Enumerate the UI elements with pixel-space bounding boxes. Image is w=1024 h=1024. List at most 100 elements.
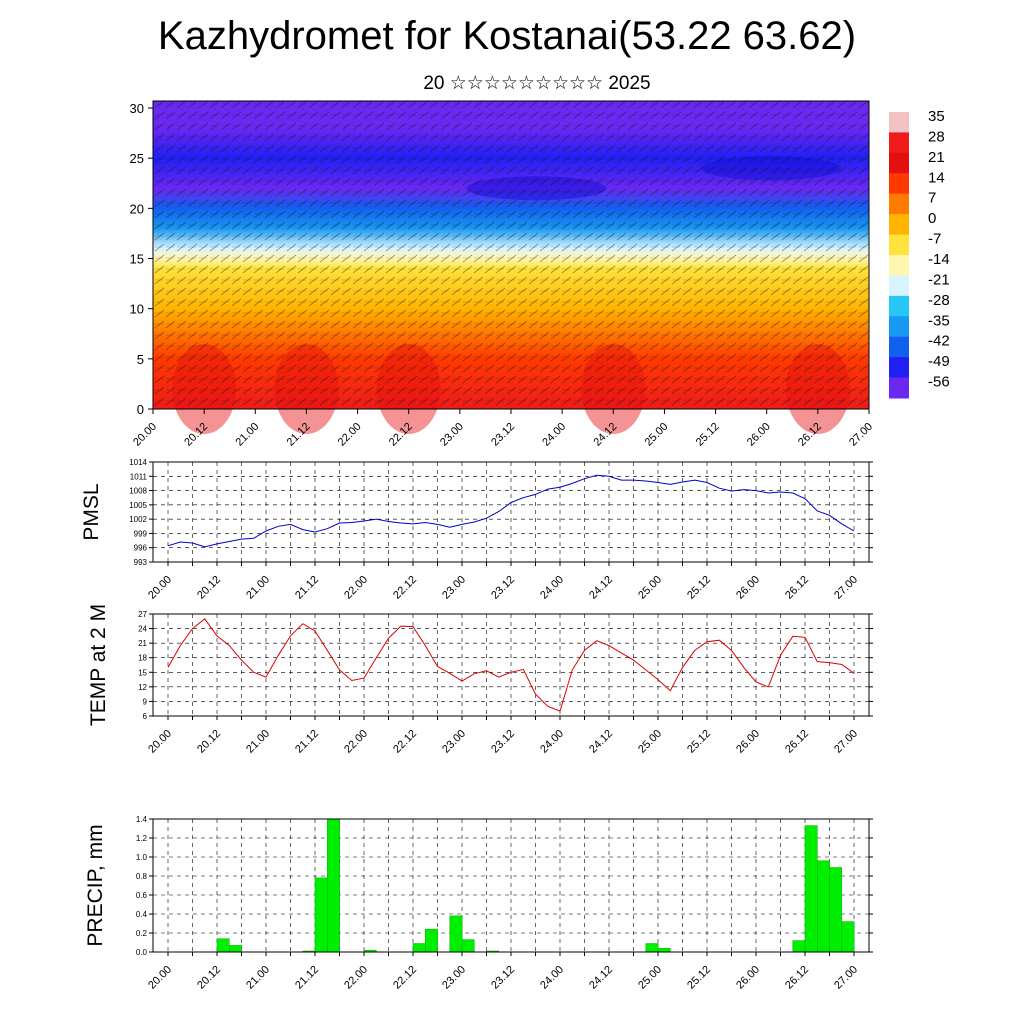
x-tick-label: 23.00: [440, 574, 468, 602]
colorbar-label: -21: [928, 271, 950, 288]
x-tick-label: 25.12: [694, 421, 722, 449]
y-tick-label: 21: [138, 639, 147, 648]
colorbar-swatch: [889, 112, 909, 133]
x-tick-label: 27.00: [832, 728, 860, 756]
x-tick-label: 23.12: [489, 964, 517, 992]
colorbar-swatch: [889, 377, 909, 399]
x-tick-label: 20.12: [195, 574, 223, 602]
x-tick-label: 24.00: [538, 728, 566, 756]
series-line: [167, 474, 855, 548]
x-tick-label: 21.12: [293, 728, 321, 756]
x-tick-label: 22.00: [342, 728, 370, 756]
y-axis-label: PRECIP, mm: [84, 824, 107, 946]
x-tick-label: 25.00: [636, 574, 664, 602]
colorbar-label: 21: [928, 149, 945, 166]
series-line: [167, 618, 855, 712]
colorbar-label: -49: [928, 353, 950, 370]
x-tick-label: 20.00: [131, 421, 159, 449]
x-tick-label: 23.12: [489, 421, 517, 449]
y-axis-label: TEMP at 2 M: [87, 604, 110, 726]
precip-bar: [412, 943, 426, 953]
y-tick-label: 0.8: [136, 872, 148, 881]
x-tick-label: 22.00: [342, 574, 370, 602]
y-tick-label: 0.0: [136, 948, 148, 957]
y-tick-label: 999: [134, 529, 148, 538]
x-tick-label: 22.12: [391, 964, 419, 992]
precip-bar: [817, 860, 830, 953]
x-tick-label: 26.00: [734, 574, 762, 602]
x-tick-label: 21.12: [293, 964, 321, 992]
plot-frame: [152, 613, 870, 717]
x-tick-label: 24.00: [538, 964, 566, 992]
colorbar-swatch: [889, 214, 909, 236]
colorbar-swatch: [889, 316, 909, 338]
x-tick-label: 22.12: [391, 574, 419, 602]
pmsl-panel: 993 996 999 1002 1005 1008 1011 1014 20.00 20.12 2…: [80, 458, 873, 602]
plot-frame: [152, 818, 870, 953]
y-tick-label: 24: [138, 625, 147, 634]
y-tick-label: 15: [130, 252, 144, 267]
x-tick-label: 22.00: [336, 421, 364, 449]
colorbar-swatch: [889, 295, 909, 317]
y-tick-label: 25: [130, 151, 144, 166]
colorbar-label: 35: [928, 108, 945, 125]
x-tick-label: 27.00: [847, 421, 875, 449]
colorbar-label: -42: [928, 333, 950, 350]
colorbar-label: -7: [928, 231, 941, 248]
colorbar-swatch: [889, 193, 909, 215]
x-tick-label: 26.12: [783, 964, 811, 992]
colorbar-swatch: [889, 132, 909, 154]
y-tick-label: 30: [130, 101, 144, 116]
y-tick-label: 0.6: [136, 891, 148, 900]
x-tick-label: 26.00: [745, 421, 773, 449]
colorbar-swatch: [889, 152, 909, 174]
x-tick-label: 20.00: [146, 964, 174, 992]
x-tick-label: 25.12: [685, 728, 713, 756]
x-tick-label: 25.12: [685, 964, 713, 992]
y-tick-label: 0.4: [136, 910, 148, 919]
precip-bar: [804, 825, 818, 953]
x-tick-label: 24.12: [587, 574, 615, 602]
x-tick-label: 21.12: [293, 574, 321, 602]
precip-bar: [645, 943, 659, 953]
precip-bar: [841, 921, 855, 953]
precip-bar: [829, 867, 843, 953]
x-tick-label: 21.00: [233, 421, 261, 449]
y-axis-label: PMSL: [80, 483, 103, 540]
colorbar-label: 0: [928, 210, 936, 227]
colorbar-swatch: [889, 234, 909, 256]
y-tick-label: 9: [143, 697, 148, 706]
x-tick-label: 21.00: [244, 574, 272, 602]
y-tick-label: 18: [138, 654, 147, 663]
x-tick-label: 25.00: [643, 421, 671, 449]
x-tick-label: 24.12: [587, 728, 615, 756]
y-tick-label: 0.2: [136, 929, 148, 938]
precip-bar: [657, 947, 671, 953]
precip-bar: [216, 938, 230, 953]
y-tick-label: 1.2: [136, 834, 148, 843]
precip-bar: [449, 915, 463, 953]
colorbar-label: 7: [928, 190, 936, 207]
colorbar-label: -14: [928, 251, 950, 268]
x-tick-label: 26.12: [783, 574, 811, 602]
x-tick-label: 24.00: [540, 421, 568, 449]
chart-subtitle: 20 ☆☆☆☆☆☆☆☆☆ 2025: [423, 73, 651, 94]
y-tick-label: 12: [138, 683, 147, 692]
x-tick-label: 24.00: [538, 574, 566, 602]
x-tick-label: 23.00: [438, 421, 466, 449]
colorbar-label: -56: [928, 374, 950, 391]
y-tick-label: 6: [143, 712, 148, 721]
y-tick-label: 5: [137, 352, 144, 367]
x-tick-label: 22.00: [342, 964, 370, 992]
temp-2m-panel: 6 9 12 15 18 21 24 27 20.00 20.12 21.00 21.12 22.00 2…: [87, 604, 873, 756]
precip-bar: [425, 928, 438, 953]
y-tick-label: 10: [130, 302, 144, 317]
x-tick-label: 20.00: [146, 574, 174, 602]
precip-bar: [461, 939, 475, 953]
y-tick-label: 0: [137, 402, 144, 417]
wind-barbs: [153, 101, 869, 409]
x-tick-label: 20.12: [195, 728, 223, 756]
x-tick-label: 20.12: [195, 964, 223, 992]
colorbar-label: -28: [928, 292, 950, 309]
